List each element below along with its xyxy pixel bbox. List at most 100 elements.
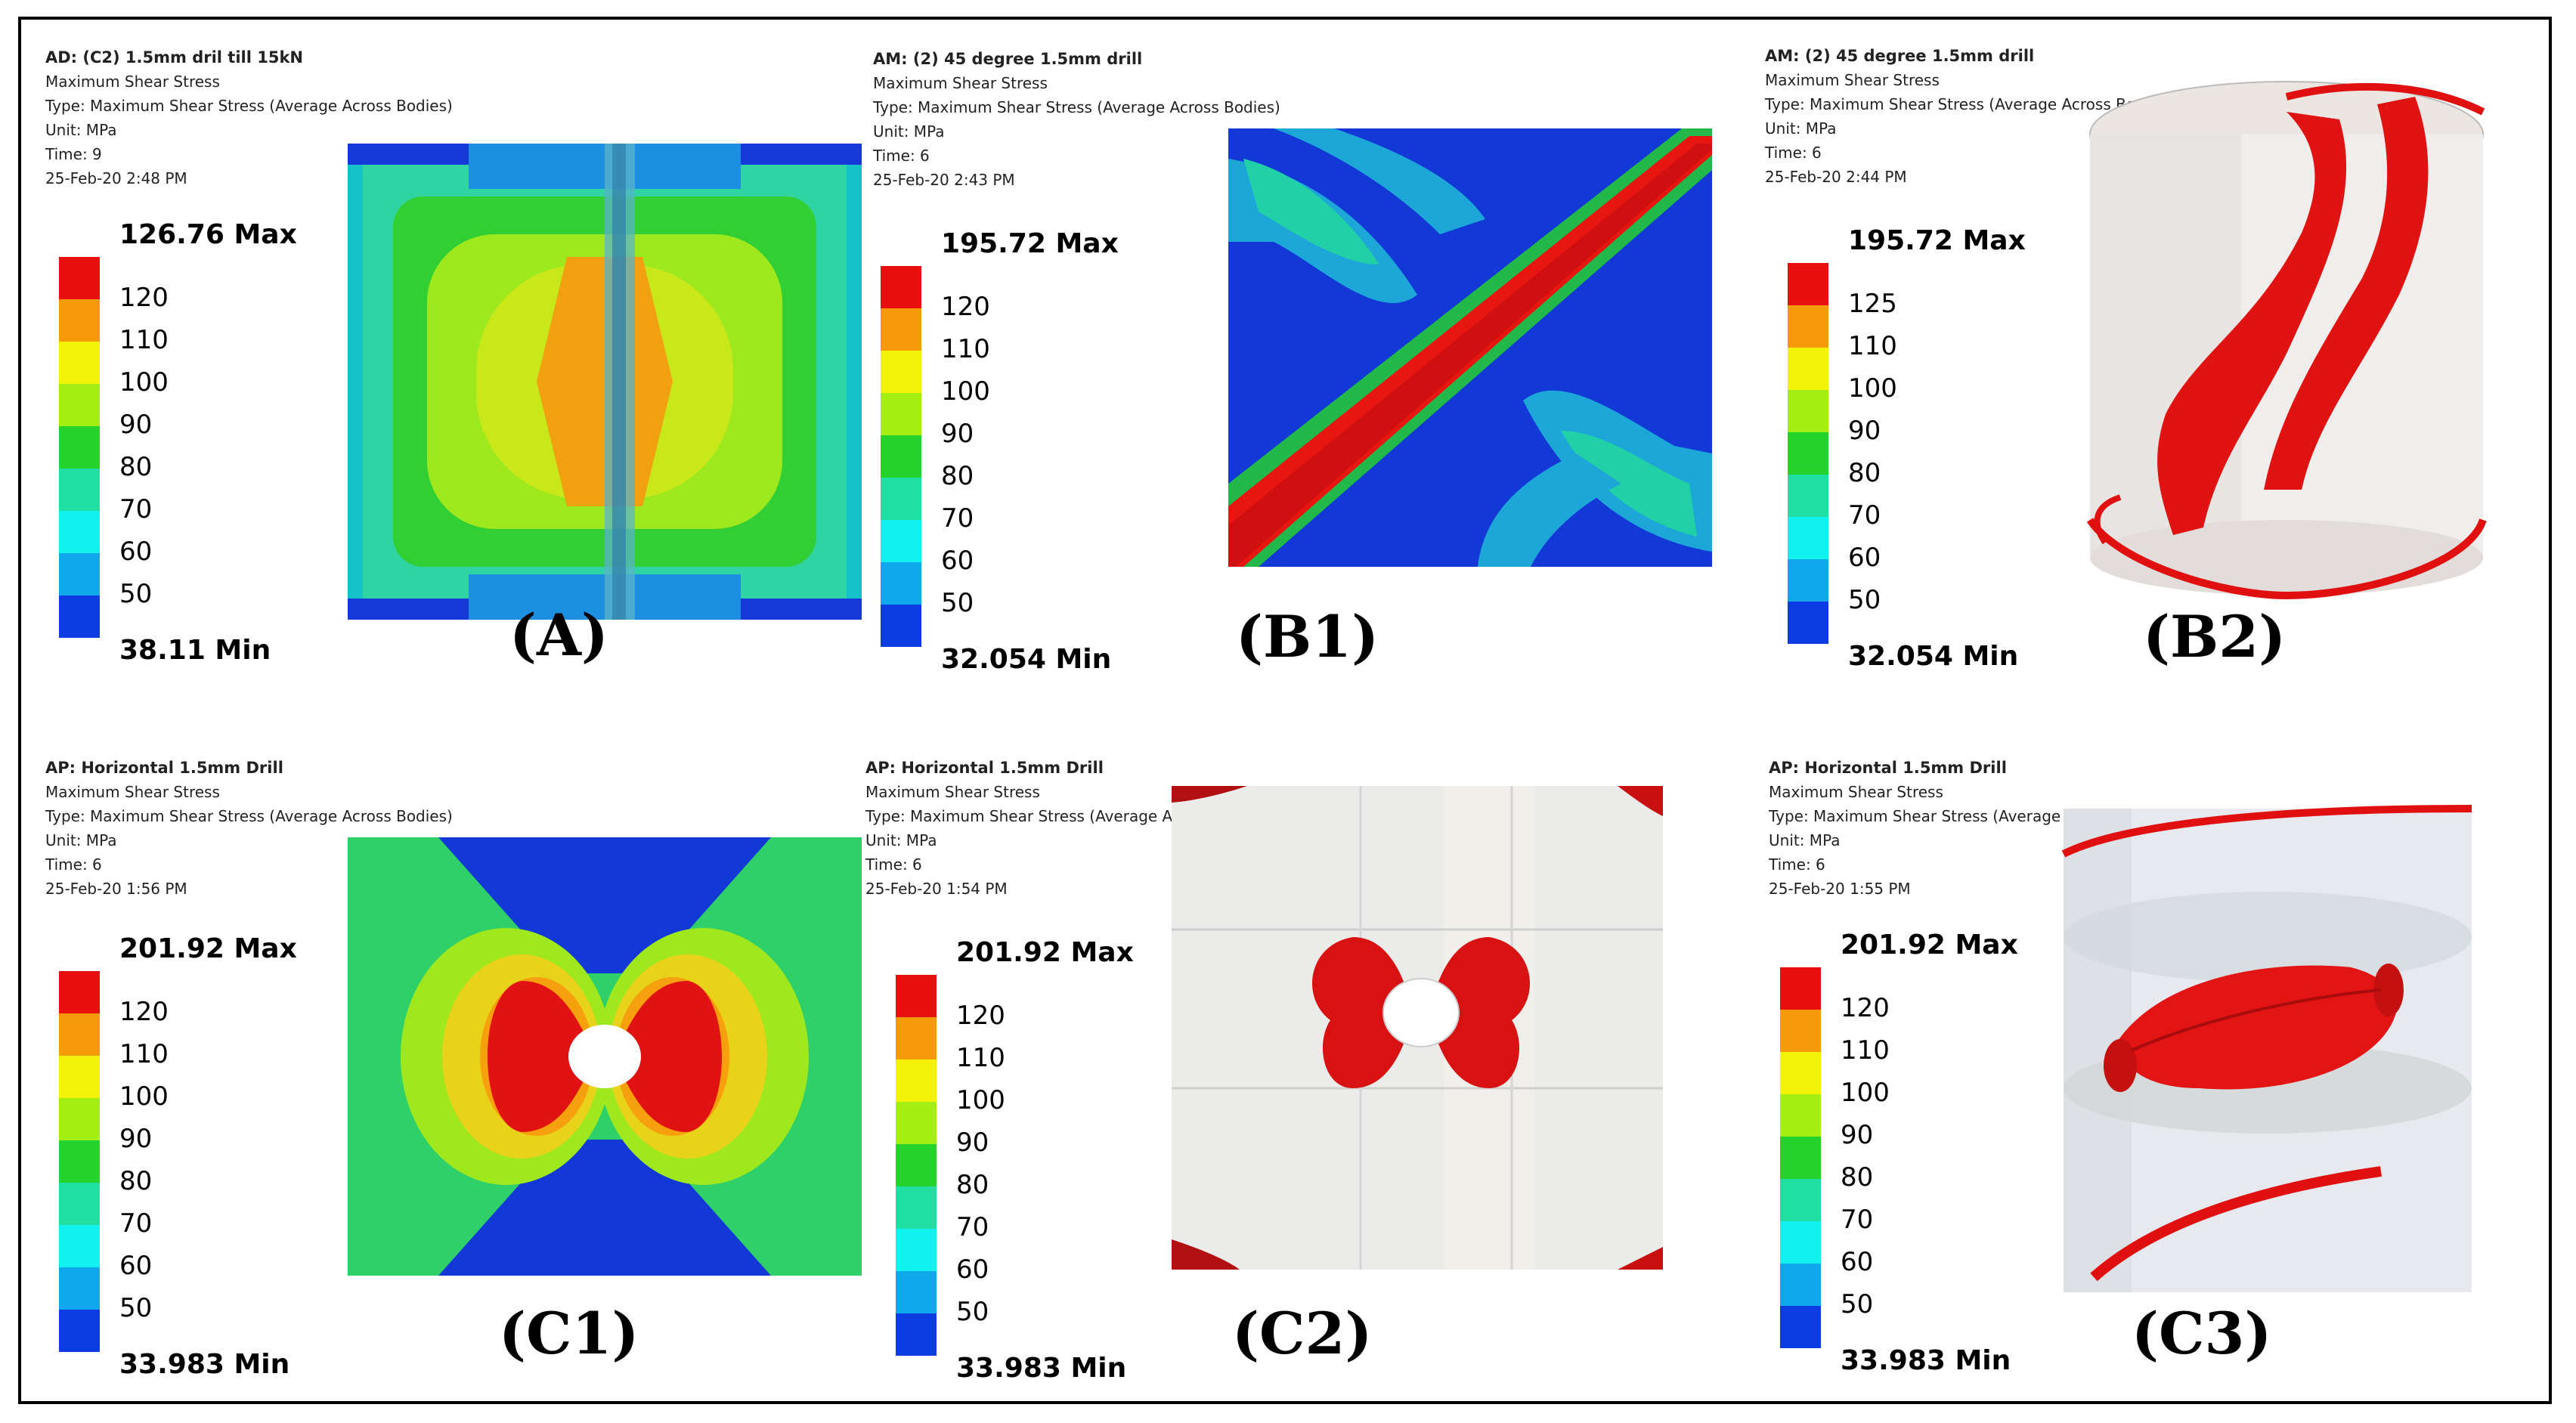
legend-tick-label: 50: [119, 579, 153, 609]
legend-color-band: [59, 511, 100, 553]
legend-tick-label: 80: [119, 452, 153, 482]
legend-min-label: 32.054 Min: [1848, 641, 2019, 672]
legend-tick-label: 100: [1841, 1078, 1890, 1108]
legend-tick-label: 100: [119, 1081, 169, 1112]
result-quantity: Maximum Shear Stress: [1765, 71, 1940, 89]
panel-caption: (B2): [2143, 603, 2287, 670]
legend-color-band: [1788, 390, 1828, 432]
legend-color-band: [1788, 602, 1828, 644]
legend-color-band: [896, 1186, 937, 1229]
legend-tick-label: 110: [941, 334, 990, 364]
result-quantity: Maximum Shear Stress: [1769, 783, 1943, 801]
legend-color-band: [1788, 517, 1828, 559]
color-legend: 201.92 Max 120 110 100 90 80 70 60 50 33.983 Min: [896, 937, 1198, 1391]
legend-color-band: [1788, 305, 1828, 348]
legend-tick-label: 120: [119, 283, 169, 313]
legend-max-label: 195.72 Max: [1848, 225, 2026, 256]
legend-color-band: [881, 478, 921, 520]
panel-caption: (B1): [1236, 603, 1379, 670]
legend-tick-label: 50: [941, 588, 974, 618]
result-quantity: Maximum Shear Stress: [865, 783, 1040, 801]
legend-tick-label: 50: [956, 1297, 989, 1327]
legend-tick-label: 60: [1848, 543, 1881, 573]
result-date: 25-Feb-20 1:56 PM: [45, 880, 187, 898]
legend-max-label: 201.92 Max: [119, 933, 297, 964]
color-legend: 201.92 Max 120 110 100 90 80 70 60 50 33.983 Min: [59, 933, 361, 1387]
result-time: Time: 6: [873, 147, 930, 165]
legend-color-band: [59, 257, 100, 299]
legend-tick-label: 90: [956, 1128, 989, 1158]
result-title: AM: (2) 45 degree 1.5mm drill: [1765, 47, 2035, 65]
result-unit: Unit: MPa: [873, 122, 945, 141]
color-legend: 126.76 Max 120 110 100 90 80 70 60 50 38.11 Min: [59, 219, 361, 673]
legend-max-label: 195.72 Max: [941, 228, 1119, 259]
color-legend: 195.72 Max 120 110 100 90 80 70 60 50 32.054 Min: [881, 228, 1183, 682]
panel-caption: (C3): [2132, 1300, 2272, 1367]
isosurface-3d-view: [1172, 786, 1663, 1270]
legend-tick-label: 70: [1848, 500, 1881, 531]
legend-color-band: [1788, 348, 1828, 390]
legend-color-band: [59, 469, 100, 511]
legend-color-band: [1788, 432, 1828, 475]
legend-tick-label: 50: [119, 1293, 153, 1323]
result-quantity: Maximum Shear Stress: [873, 74, 1048, 92]
result-time: Time: 6: [865, 855, 922, 874]
result-type: Type: Maximum Shear Stress (Average Acro…: [45, 807, 453, 825]
legend-color-band: [59, 1013, 100, 1056]
panel-header: AM: (2) 45 degree 1.5mm drill Maximum Sh…: [873, 47, 1280, 192]
panel-header: AP: Horizontal 1.5mm Drill Maximum Shear…: [865, 756, 1273, 901]
legend-color-band: [59, 1183, 100, 1225]
legend-color-band: [881, 266, 921, 308]
result-title: AP: Horizontal 1.5mm Drill: [1769, 759, 2007, 777]
legend-color-band: [59, 595, 100, 638]
legend-color-band: [59, 299, 100, 342]
result-unit: Unit: MPa: [1765, 119, 1837, 138]
legend-tick-label: 50: [1841, 1289, 1874, 1319]
legend-tick-label: 50: [1848, 585, 1881, 615]
legend-color-band: [1780, 967, 1821, 1010]
result-date: 25-Feb-20 1:54 PM: [865, 880, 1008, 898]
panel-c1: AP: Horizontal 1.5mm Drill Maximum Shear…: [45, 756, 862, 1391]
result-unit: Unit: MPa: [1769, 831, 1841, 849]
result-unit: Unit: MPa: [865, 831, 937, 849]
stress-contour-plot: [1228, 128, 1712, 567]
legend-color-band: [881, 562, 921, 605]
result-title: AP: Horizontal 1.5mm Drill: [865, 759, 1104, 777]
legend-color-band: [59, 342, 100, 384]
legend-min-label: 33.983 Min: [956, 1353, 1127, 1384]
legend-tick-label: 110: [119, 325, 169, 355]
legend-tick-label: 60: [956, 1254, 989, 1285]
legend-tick-label: 90: [119, 410, 153, 440]
result-quantity: Maximum Shear Stress: [45, 783, 220, 801]
legend-tick-label: 110: [119, 1039, 169, 1069]
result-time: Time: 9: [45, 145, 102, 163]
legend-tick-label: 70: [941, 503, 974, 534]
color-legend: 201.92 Max 120 110 100 90 80 70 60 50 33.983 Min: [1780, 930, 2082, 1383]
legend-color-band: [59, 1267, 100, 1310]
legend-color-band: [1780, 1221, 1821, 1264]
result-type: Type: Maximum Shear Stress (Average Acro…: [45, 97, 453, 115]
panel-caption: (C1): [499, 1300, 639, 1367]
legend-tick-label: 110: [956, 1043, 1005, 1073]
legend-tick-label: 120: [1841, 993, 1890, 1023]
legend-tick-label: 70: [1841, 1205, 1874, 1235]
legend-color-band: [1780, 1094, 1821, 1137]
legend-tick-label: 120: [119, 997, 169, 1027]
legend-tick-label: 80: [1841, 1162, 1874, 1193]
legend-min-label: 32.054 Min: [941, 644, 1112, 675]
legend-tick-label: 80: [956, 1170, 989, 1200]
legend-color-band: [59, 1140, 100, 1183]
color-legend: 195.72 Max 125 110 100 90 80 70 60 50 32.054 Min: [1788, 225, 2090, 679]
legend-tick-label: 60: [1841, 1247, 1874, 1277]
legend-color-band: [1788, 475, 1828, 517]
legend-tick-label: 70: [119, 1208, 153, 1239]
isosurface-3d-view: [2086, 81, 2487, 600]
panel-b2: AM: (2) 45 degree 1.5mm drill Maximum Sh…: [1765, 44, 2543, 679]
legend-color-band: [896, 1017, 937, 1060]
legend-color-band: [896, 1060, 937, 1102]
legend-tick-label: 120: [941, 292, 990, 322]
legend-color-band: [1780, 1306, 1821, 1348]
panel-c2: AP: Horizontal 1.5mm Drill Maximum Shear…: [865, 756, 1712, 1391]
legend-color-band: [896, 1102, 937, 1144]
result-unit: Unit: MPa: [45, 831, 117, 849]
